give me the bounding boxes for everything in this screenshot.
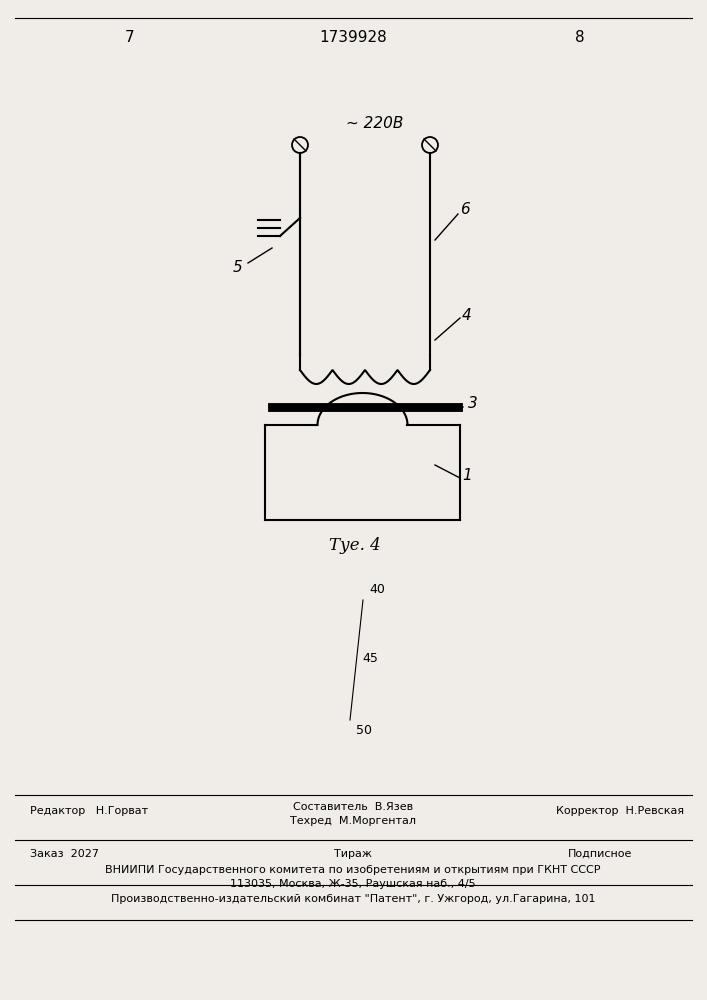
Text: 1: 1 — [462, 468, 472, 483]
Text: Заказ  2027: Заказ 2027 — [30, 849, 99, 859]
Text: Тираж: Тираж — [334, 849, 372, 859]
Text: 7: 7 — [125, 30, 135, 45]
Text: 40: 40 — [369, 583, 385, 596]
Text: Производственно-издательский комбинат "Патент", г. Ужгород, ул.Гагарина, 101: Производственно-издательский комбинат "П… — [111, 894, 595, 904]
Text: 113035, Москва, Ж-35, Раушская наб., 4/5: 113035, Москва, Ж-35, Раушская наб., 4/5 — [230, 879, 476, 889]
Text: Корректор  Н.Ревская: Корректор Н.Ревская — [556, 806, 684, 816]
Text: Составитель  В.Язев: Составитель В.Язев — [293, 802, 413, 812]
Text: Τуе. 4: Τуе. 4 — [329, 536, 381, 554]
Text: 8: 8 — [575, 30, 585, 45]
Text: 50: 50 — [356, 724, 372, 737]
Text: 5: 5 — [233, 260, 243, 275]
Text: 1739928: 1739928 — [319, 30, 387, 45]
Text: 4: 4 — [462, 308, 472, 322]
Text: Подписное: Подписное — [568, 849, 632, 859]
Text: 6: 6 — [460, 202, 469, 218]
Text: Техред  М.Моргентал: Техред М.Моргентал — [290, 816, 416, 826]
Text: Редактор   Н.Горват: Редактор Н.Горват — [30, 806, 148, 816]
Text: ВНИИПИ Государственного комитета по изобретениям и открытиям при ГКНТ СССР: ВНИИПИ Государственного комитета по изоб… — [105, 865, 601, 875]
Text: 3: 3 — [468, 395, 478, 410]
Text: 45: 45 — [363, 652, 378, 664]
Text: ~ 220В: ~ 220В — [346, 116, 404, 131]
